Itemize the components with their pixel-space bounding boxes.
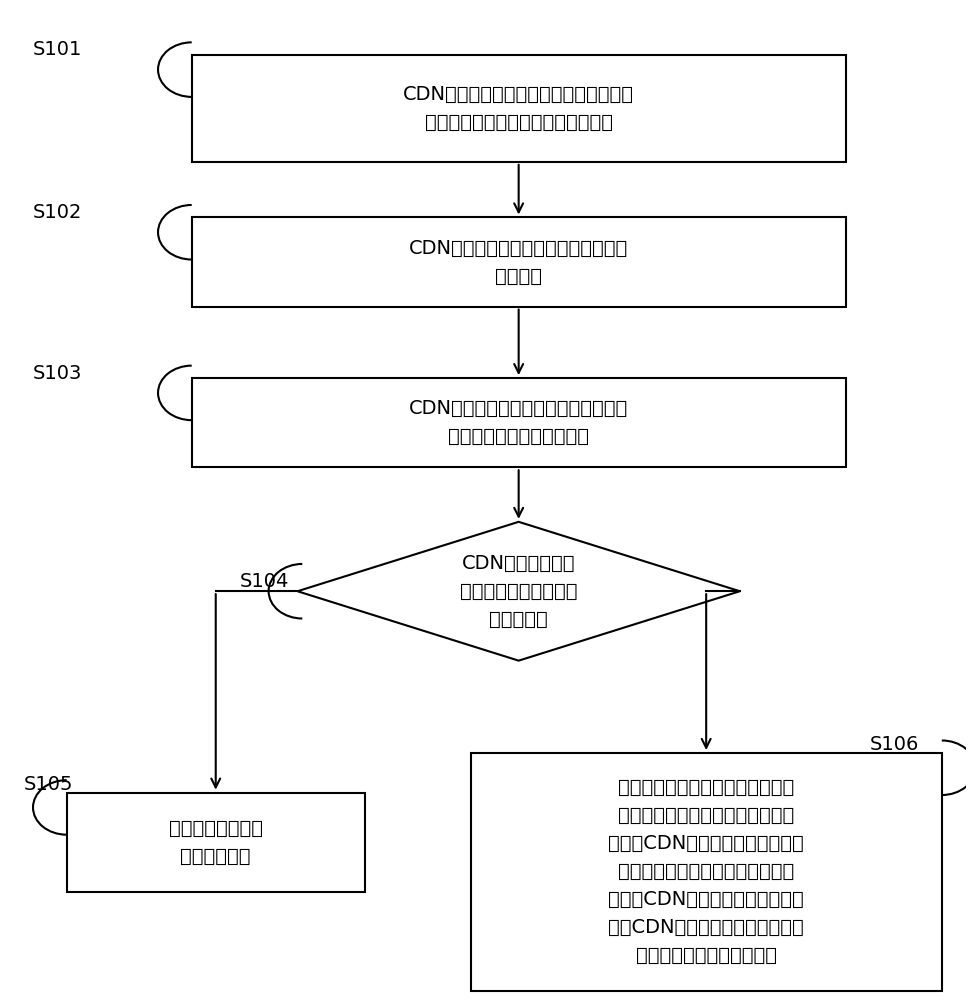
Text: S101: S101 [33, 40, 82, 59]
FancyBboxPatch shape [470, 753, 941, 991]
Text: S102: S102 [33, 203, 82, 222]
Text: CDN边缘节点判断
响应消息中的静态文件
是否被篡改: CDN边缘节点判断 响应消息中的静态文件 是否被篡改 [459, 554, 577, 629]
Text: CDN边缘节点确定回源的源站，并发起
回源请求: CDN边缘节点确定回源的源站，并发起 回源请求 [409, 238, 628, 286]
FancyBboxPatch shape [67, 793, 364, 892]
Text: 如果被篡改，则不缓存静态文件，
当再次接收到请求该静态文件的消
息时，CDN边缘节点重新发起回源
请求，若源站返回的是正常响应且
源站与CDN边缘节点之间无篡改: 如果被篡改，则不缓存静态文件， 当再次接收到请求该静态文件的消 息时，CDN边缘… [608, 778, 803, 965]
FancyBboxPatch shape [192, 378, 845, 467]
Text: S106: S106 [869, 735, 918, 754]
FancyBboxPatch shape [192, 55, 845, 162]
Polygon shape [297, 522, 739, 661]
Text: S105: S105 [23, 775, 73, 794]
Text: CDN边缘节点接收用户终端的请求消息，
其中所述请求消息请求的是静态文件: CDN边缘节点接收用户终端的请求消息， 其中所述请求消息请求的是静态文件 [403, 85, 634, 132]
Text: S103: S103 [33, 364, 82, 383]
FancyBboxPatch shape [192, 217, 845, 307]
Text: S104: S104 [239, 572, 289, 591]
Text: CDN边缘节点接收源站的响应消息，并
将响应消息发送给用户终端: CDN边缘节点接收源站的响应消息，并 将响应消息发送给用户终端 [409, 399, 628, 446]
Text: 如果未被篡改，则
缓存静态文件: 如果未被篡改，则 缓存静态文件 [169, 819, 263, 866]
